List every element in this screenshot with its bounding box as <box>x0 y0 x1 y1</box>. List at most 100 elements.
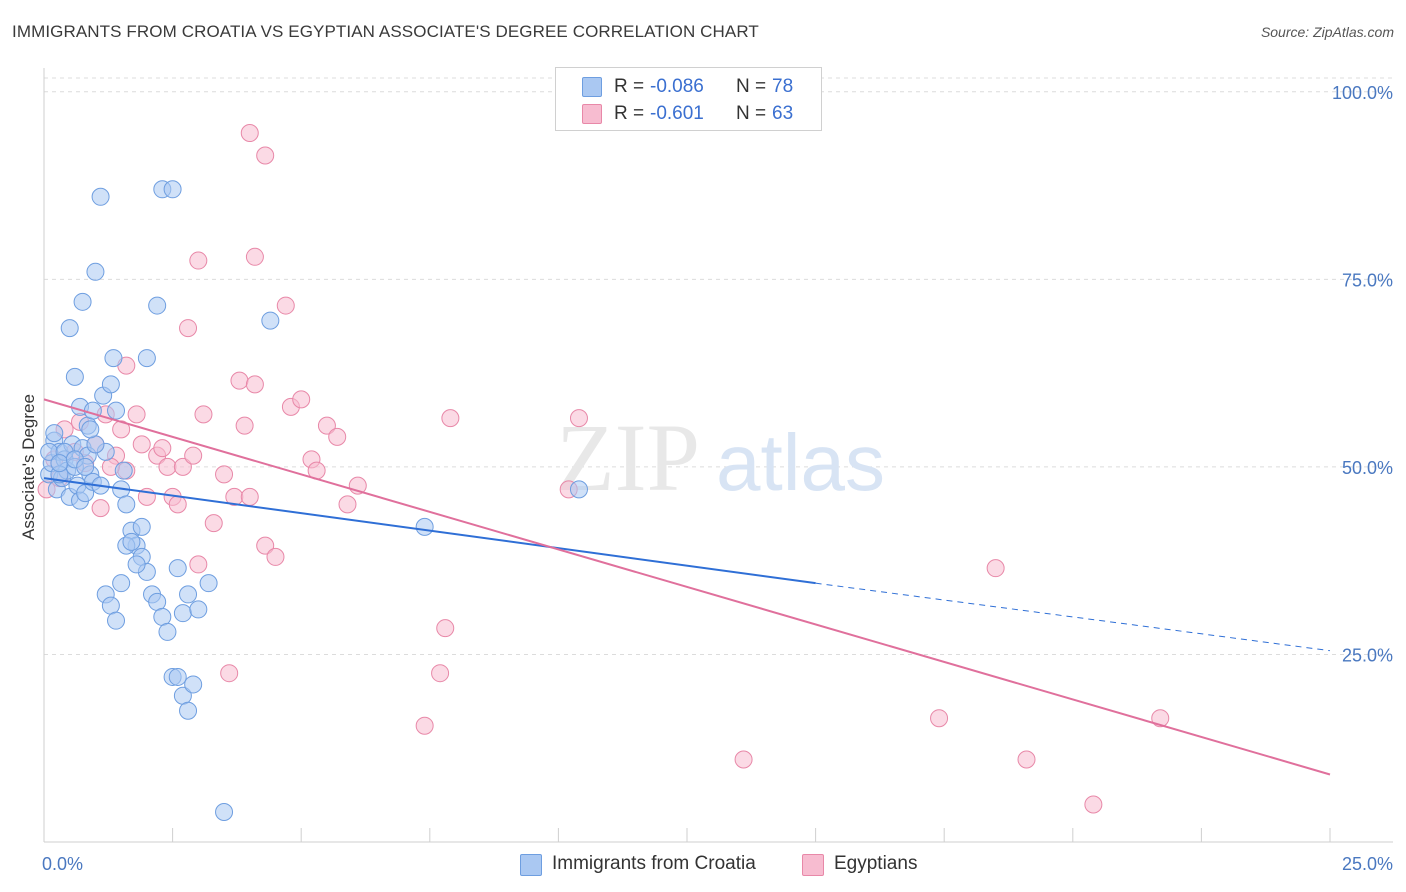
data-point <box>179 319 198 338</box>
data-point <box>83 401 102 420</box>
x-tick-labels: 0.0% 25.0% <box>42 854 1393 874</box>
croatia-points <box>40 180 588 821</box>
legend-swatch-egyptians <box>582 104 602 124</box>
data-point <box>107 401 126 420</box>
data-point <box>86 262 105 281</box>
trend-lines <box>43 398 1331 776</box>
data-point <box>158 457 177 476</box>
data-point <box>137 349 156 368</box>
legend-r-value: -0.601 <box>650 103 704 124</box>
data-point <box>184 675 203 694</box>
data-point <box>179 585 198 604</box>
data-point <box>204 514 223 533</box>
data-point <box>1151 709 1170 728</box>
data-point <box>415 517 434 536</box>
data-point <box>179 701 198 720</box>
legend-swatch-croatia <box>582 77 602 97</box>
data-point <box>245 375 264 394</box>
data-point <box>569 409 588 428</box>
data-point <box>256 146 275 165</box>
data-point <box>73 292 92 311</box>
trend-line-egyptians <box>43 398 1331 776</box>
data-point <box>215 465 234 484</box>
trend-line-croatia <box>43 477 816 585</box>
data-point <box>153 607 172 626</box>
data-point <box>148 592 167 611</box>
data-point <box>91 499 110 518</box>
bottom-legend-croatia-label: Immigrants from Croatia <box>552 853 756 874</box>
grid-lines <box>44 77 1393 655</box>
data-point <box>184 446 203 465</box>
data-point <box>127 405 146 424</box>
data-point <box>173 457 192 476</box>
legend-n-label: N = <box>736 76 767 97</box>
y-tick-label: 50.0% <box>1342 458 1393 478</box>
y-axis-label: Associate's Degree <box>19 394 38 540</box>
legend-n-value: 63 <box>772 103 794 124</box>
y-tick-label: 100.0% <box>1332 83 1393 103</box>
data-point <box>163 180 182 199</box>
watermark: ZIP atlas <box>556 404 885 511</box>
data-point <box>441 409 460 428</box>
data-point <box>194 405 213 424</box>
data-point <box>158 622 177 641</box>
data-point <box>292 390 311 409</box>
legend-r-value: -0.086 <box>650 76 704 97</box>
data-point <box>76 457 95 476</box>
data-point <box>569 480 588 499</box>
x-tick-label: 25.0% <box>1342 854 1393 874</box>
data-point <box>240 487 259 506</box>
data-point <box>338 495 357 514</box>
data-point <box>101 596 120 615</box>
correlation-legend: R = -0.086 N = 78 R = -0.601 N = 63 <box>555 67 822 131</box>
watermark-atlas: atlas <box>716 418 885 507</box>
data-point <box>317 416 336 435</box>
legend-r-label: R = <box>614 103 645 124</box>
data-point <box>189 600 208 619</box>
y-tick-label: 75.0% <box>1342 270 1393 290</box>
bottom-swatch-croatia <box>520 854 542 876</box>
data-point <box>81 420 100 439</box>
trend-line-croatia-extension <box>815 582 1331 652</box>
data-point <box>50 454 69 473</box>
legend-n-value: 78 <box>772 76 794 97</box>
data-point <box>189 251 208 270</box>
data-point <box>86 435 105 454</box>
data-point <box>127 555 146 574</box>
data-point <box>261 311 280 330</box>
data-point <box>153 439 172 458</box>
data-point <box>1017 750 1036 769</box>
data-point <box>132 435 151 454</box>
data-point <box>173 604 192 623</box>
data-point <box>65 367 84 386</box>
data-point <box>122 532 141 551</box>
x-tick-label: 0.0% <box>42 854 83 874</box>
data-point <box>104 349 123 368</box>
data-point <box>101 375 120 394</box>
data-point <box>60 319 79 338</box>
bottom-swatch-egyptians <box>802 854 824 876</box>
data-point <box>734 750 753 769</box>
source-credit: Source: ZipAtlas.com <box>1260 24 1394 40</box>
data-point <box>256 536 275 555</box>
data-point <box>240 124 259 143</box>
data-point <box>1084 795 1103 814</box>
data-point <box>276 296 295 315</box>
data-point <box>245 247 264 266</box>
bottom-legend-egyptians-label: Egyptians <box>834 853 918 874</box>
chart-title: IMMIGRANTS FROM CROATIA VS EGYPTIAN ASSO… <box>12 22 759 41</box>
data-point <box>168 495 187 514</box>
data-point <box>436 619 455 638</box>
data-point <box>114 461 133 480</box>
data-point <box>986 559 1005 578</box>
legend-r-label: R = <box>614 76 645 97</box>
data-point <box>132 517 151 536</box>
data-point <box>328 427 347 446</box>
data-point <box>199 574 218 593</box>
data-point <box>168 559 187 578</box>
data-point <box>431 664 450 683</box>
data-point <box>230 371 249 390</box>
data-point <box>148 296 167 315</box>
data-point <box>215 802 234 821</box>
